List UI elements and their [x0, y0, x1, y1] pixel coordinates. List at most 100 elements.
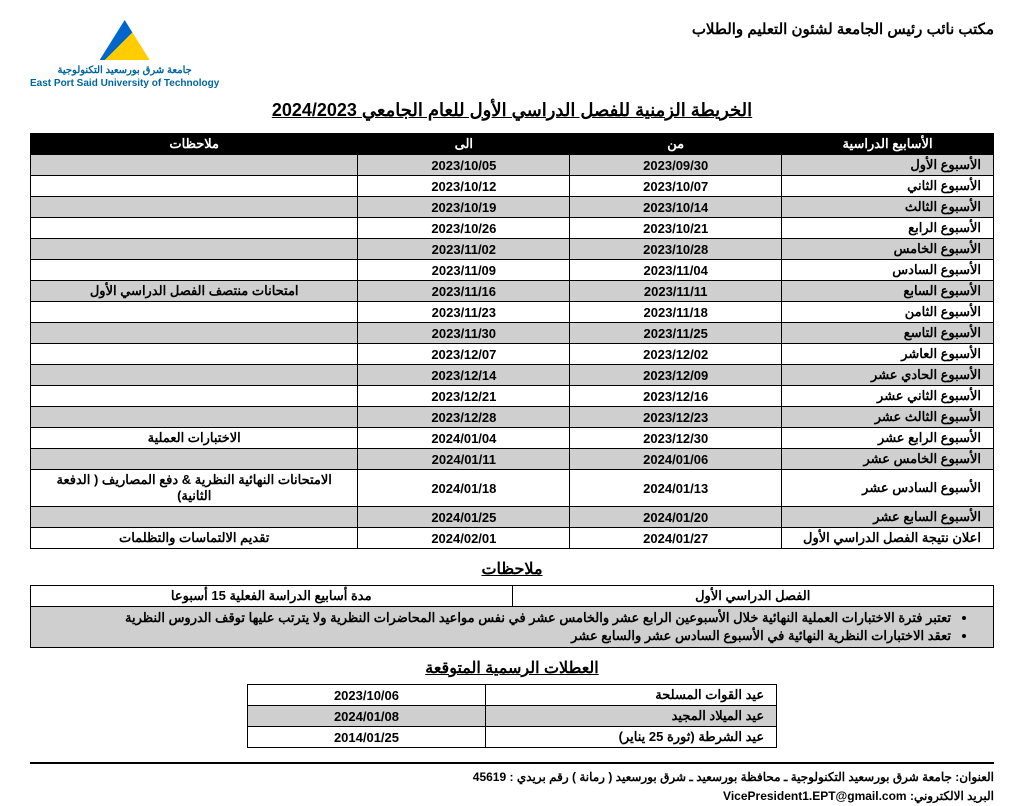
from-cell: 2023/12/09 [570, 365, 782, 386]
week-cell: الأسبوع الخامس [782, 239, 994, 260]
to-cell: 2023/12/28 [358, 407, 570, 428]
holiday-date: 2024/01/08 [247, 706, 485, 727]
from-cell: 2023/12/16 [570, 386, 782, 407]
week-cell: الأسبوع الرابع عشر [782, 428, 994, 449]
to-cell: 2023/11/23 [358, 302, 570, 323]
to-cell: 2024/01/25 [358, 507, 570, 528]
table-row: الأسبوع التاسع2023/11/252023/11/30 [31, 323, 994, 344]
table-row: اعلان نتيجة الفصل الدراسي الأول2024/01/2… [31, 528, 994, 549]
from-cell: 2023/11/18 [570, 302, 782, 323]
table-row: الأسبوع الرابع عشر2023/12/302024/01/04ال… [31, 428, 994, 449]
from-cell: 2023/12/02 [570, 344, 782, 365]
logo-block: جامعة شرق بورسعيد التكنولوجية East Port … [30, 20, 219, 90]
from-cell: 2024/01/13 [570, 470, 782, 507]
notes-cell [31, 323, 358, 344]
notes-cell [31, 302, 358, 323]
table-row: الأسبوع الثالث عشر2023/12/232023/12/28 [31, 407, 994, 428]
table-row: الأسبوع الثاني2023/10/072023/10/12 [31, 176, 994, 197]
notes-cell [31, 176, 358, 197]
from-cell: 2023/10/14 [570, 197, 782, 218]
table-row: عيد الشرطة (ثورة 25 يناير)2014/01/25 [247, 727, 776, 748]
footer: العنوان: جامعة شرق بورسعيد التكنولوجية ـ… [30, 762, 994, 806]
holiday-date: 2023/10/06 [247, 685, 485, 706]
week-cell: الأسبوع السادس عشر [782, 470, 994, 507]
week-cell: الأسبوع السابع [782, 281, 994, 302]
footer-email-line: البريد الالكتروني: VicePresident1.EPT@gm… [30, 787, 994, 806]
holidays-section-title: العطلات الرسمية المتوقعة [30, 658, 994, 678]
table-row: الأسبوع الرابع2023/10/212023/10/26 [31, 218, 994, 239]
schedule-table: الأسابيع الدراسية من الى ملاحظات الأسبوع… [30, 133, 994, 549]
notes-cell: الامتحانات النهائية النظرية & دفع المصار… [31, 470, 358, 507]
to-cell: 2023/11/30 [358, 323, 570, 344]
document-header: مكتب نائب رئيس الجامعة لشئون التعليم وال… [30, 20, 994, 90]
from-cell: 2024/01/06 [570, 449, 782, 470]
notes-cell: تقديم الالتماسات والتظلمات [31, 528, 358, 549]
duration-cell: مدة أسابيع الدراسة الفعلية 15 أسبوعا [31, 586, 513, 607]
to-cell: 2023/11/02 [358, 239, 570, 260]
to-cell: 2023/11/09 [358, 260, 570, 281]
week-cell: الأسبوع الثامن [782, 302, 994, 323]
notes-cell [31, 407, 358, 428]
from-cell: 2024/01/20 [570, 507, 782, 528]
week-cell: اعلان نتيجة الفصل الدراسي الأول [782, 528, 994, 549]
note-bullet: تعقد الاختبارات النظرية النهائية في الأس… [39, 627, 951, 645]
week-cell: الأسبوع الأول [782, 155, 994, 176]
schedule-header-row: الأسابيع الدراسية من الى ملاحظات [31, 134, 994, 155]
to-cell: 2024/01/18 [358, 470, 570, 507]
to-cell: 2023/10/12 [358, 176, 570, 197]
from-cell: 2024/01/27 [570, 528, 782, 549]
notes-cell [31, 386, 358, 407]
notes-cell [31, 260, 358, 281]
notes-bullets-row: تعتبر فترة الاختبارات العملية النهائية خ… [31, 607, 994, 648]
to-cell: 2024/01/11 [358, 449, 570, 470]
notes-section-title: ملاحظات [30, 559, 994, 579]
to-cell: 2024/01/04 [358, 428, 570, 449]
from-cell: 2023/10/21 [570, 218, 782, 239]
to-cell: 2023/12/21 [358, 386, 570, 407]
university-name-ar: جامعة شرق بورسعيد التكنولوجية [30, 64, 219, 77]
university-logo-icon [100, 20, 150, 60]
university-name-en: East Port Said University of Technology [30, 77, 219, 90]
holiday-name: عيد الميلاد المجيد [486, 706, 777, 727]
col-from-header: من [570, 134, 782, 155]
to-cell: 2023/10/26 [358, 218, 570, 239]
notes-cell [31, 365, 358, 386]
notes-cell: الاختبارات العملية [31, 428, 358, 449]
notes-cell [31, 239, 358, 260]
table-row: الأسبوع الخامس عشر2024/01/062024/01/11 [31, 449, 994, 470]
to-cell: 2023/11/16 [358, 281, 570, 302]
table-row: الأسبوع العاشر2023/12/022023/12/07 [31, 344, 994, 365]
table-row: عيد الميلاد المجيد2024/01/08 [247, 706, 776, 727]
table-row: الأسبوع الخامس2023/10/282023/11/02 [31, 239, 994, 260]
table-row: الأسبوع السابع2023/11/112023/11/16امتحان… [31, 281, 994, 302]
week-cell: الأسبوع الثاني [782, 176, 994, 197]
holidays-table: عيد القوات المسلحة2023/10/06عيد الميلاد … [247, 684, 777, 748]
to-cell: 2023/10/05 [358, 155, 570, 176]
notes-cell: امتحانات منتصف الفصل الدراسي الأول [31, 281, 358, 302]
to-cell: 2023/12/07 [358, 344, 570, 365]
email-label: البريد الالكتروني: [910, 789, 994, 803]
address-label: العنوان: [955, 770, 994, 784]
main-title: الخريطة الزمنية للفصل الدراسي الأول للعا… [30, 100, 994, 121]
holiday-name: عيد القوات المسلحة [486, 685, 777, 706]
notes-cell [31, 155, 358, 176]
week-cell: الأسبوع الثالث عشر [782, 407, 994, 428]
from-cell: 2023/10/07 [570, 176, 782, 197]
to-cell: 2023/10/19 [358, 197, 570, 218]
week-cell: الأسبوع الخامس عشر [782, 449, 994, 470]
table-row: الأسبوع الأول2023/09/302023/10/05 [31, 155, 994, 176]
notes-cell [31, 507, 358, 528]
week-cell: الأسبوع الرابع [782, 218, 994, 239]
notes-bullets-cell: تعتبر فترة الاختبارات العملية النهائية خ… [31, 607, 994, 648]
table-row: الأسبوع السابع عشر2024/01/202024/01/25 [31, 507, 994, 528]
notes-cell [31, 197, 358, 218]
email-text: VicePresident1.EPT@gmail.com [723, 789, 907, 803]
notes-table: الفصل الدراسي الأول مدة أسابيع الدراسة ا… [30, 585, 994, 648]
to-cell: 2023/12/14 [358, 365, 570, 386]
table-row: الأسبوع السادس عشر2024/01/132024/01/18ال… [31, 470, 994, 507]
address-text: جامعة شرق بورسعيد التكنولوجية ـ محافظة ب… [473, 770, 952, 784]
week-cell: الأسبوع السابع عشر [782, 507, 994, 528]
from-cell: 2023/12/30 [570, 428, 782, 449]
from-cell: 2023/11/04 [570, 260, 782, 281]
col-to-header: الى [358, 134, 570, 155]
